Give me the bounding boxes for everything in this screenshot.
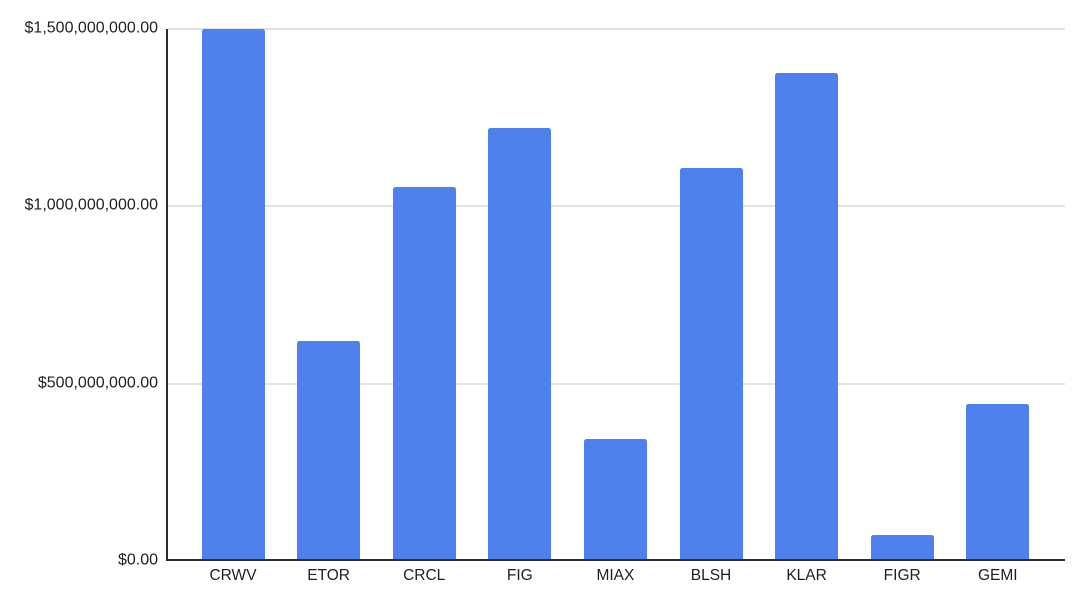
x-tick-label-crcl: CRCL: [403, 567, 446, 584]
bar-figr: [870, 535, 934, 561]
y-tick-label: $1,500,000,000.00: [24, 19, 158, 37]
y-tick-label: $500,000,000.00: [37, 373, 158, 391]
bar-gemi: [966, 403, 1030, 561]
x-tick-label-etor: ETOR: [307, 567, 350, 584]
gridline: [168, 28, 1065, 30]
x-axis-line: [166, 559, 1065, 561]
y-tick-label: $1,000,000,000.00: [24, 196, 158, 214]
gridline: [168, 205, 1065, 208]
bar-fig: [488, 128, 552, 561]
x-tick-label-gemi: GEMI: [977, 567, 1018, 584]
bar-crcl: [392, 186, 456, 561]
bar-miax: [583, 438, 647, 561]
bar-crwv: [201, 29, 265, 561]
x-tick-label-miax: MIAX: [596, 567, 635, 584]
x-tick-label-blsh: BLSH: [690, 567, 732, 584]
y-tick-label: $0.00: [117, 551, 158, 569]
x-tick-label-figr: FIGR: [883, 567, 921, 584]
bar-klar: [775, 72, 839, 561]
bar-blsh: [679, 168, 743, 561]
y-axis-line: [166, 29, 168, 561]
gridline: [168, 382, 1065, 385]
bar-etor: [297, 341, 361, 561]
x-tick-label-crwv: CRWV: [209, 567, 257, 584]
x-tick-label-klar: KLAR: [786, 567, 827, 584]
x-tick-label-fig: FIG: [506, 567, 533, 584]
